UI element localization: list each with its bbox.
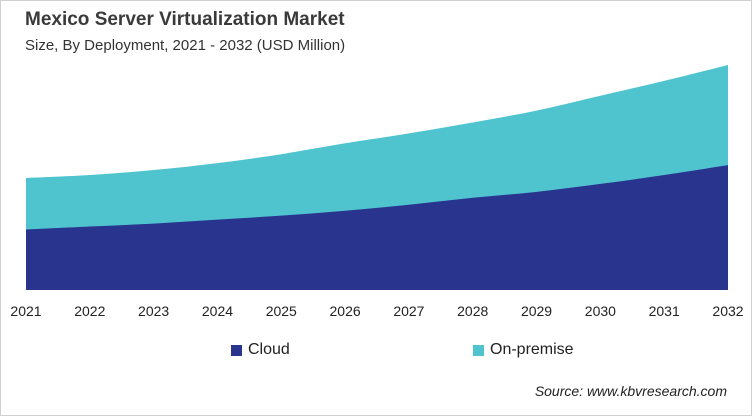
area-cloud (26, 165, 728, 290)
legend-label-cloud: Cloud (248, 341, 290, 358)
x-tick-label: 2030 (585, 303, 616, 319)
legend: Cloud On-premise (1, 341, 751, 363)
x-tick-label: 2029 (521, 303, 552, 319)
x-tick-label: 2023 (138, 303, 169, 319)
legend-swatch-cloud (231, 344, 242, 356)
x-tick-label: 2024 (202, 303, 233, 319)
chart-subtitle: Size, By Deployment, 2021 - 2032 (USD Mi… (25, 37, 346, 54)
x-tick-label: 2032 (712, 303, 743, 319)
legend-item-cloud: Cloud (231, 341, 290, 359)
x-tick-label: 2027 (393, 303, 424, 319)
x-tick-label: 2031 (649, 303, 680, 319)
chart-title: Mexico Server Virtualization Market (25, 9, 345, 30)
legend-label-on-premise: On-premise (490, 341, 574, 358)
x-tick-label: 2021 (10, 303, 41, 319)
source-note: Source: www.kbvresearch.com (534, 383, 727, 399)
area-chart: 2021 2022 2023 2024 2025 2026 2027 2028 2029 2030… (10, 64, 744, 319)
legend-swatch-on-premise (473, 344, 484, 356)
x-tick-label: 2025 (266, 303, 297, 319)
legend-item-on-premise: On-premise (473, 341, 574, 359)
x-tick-label: 2022 (74, 303, 105, 319)
x-tick-label: 2026 (330, 303, 361, 319)
x-tick-label: 2028 (457, 303, 488, 319)
